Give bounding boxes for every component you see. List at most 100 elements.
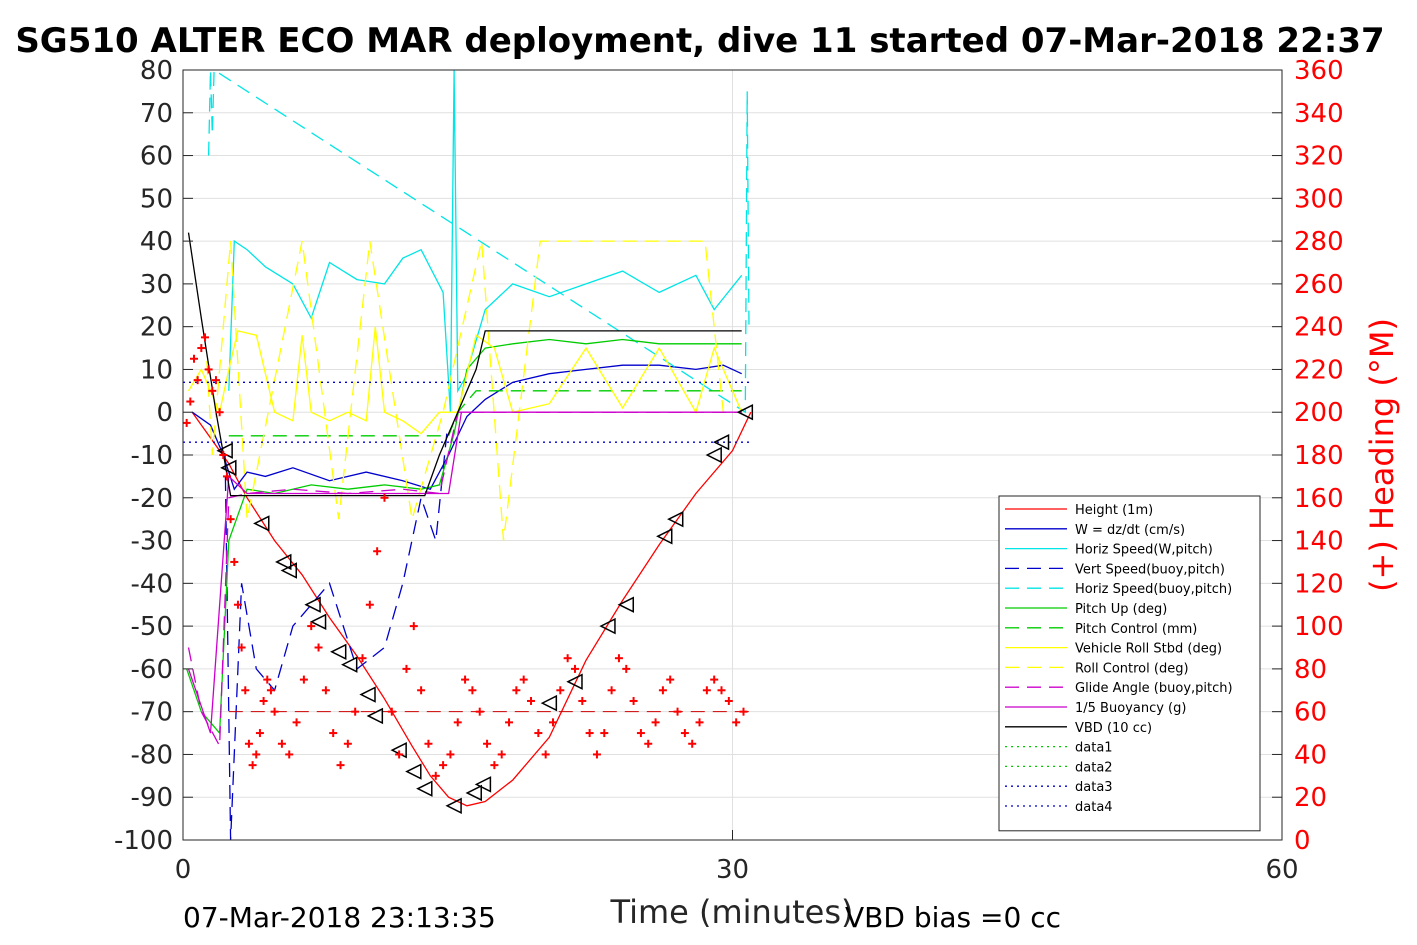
heading-point — [673, 707, 682, 716]
heading-point — [314, 643, 323, 652]
heading-point — [695, 718, 704, 727]
heading-point — [446, 750, 455, 759]
height-marker — [566, 673, 583, 690]
legend-label: Vert Speed(buoy,pitch) — [1075, 562, 1225, 577]
heading-point — [724, 696, 733, 705]
heading-point — [259, 696, 268, 705]
heading-point — [483, 739, 492, 748]
legend-box — [998, 495, 1261, 832]
right-axis-label: (+) Heading (°M) — [1363, 318, 1401, 592]
series-horiz-speed-buoy-pitch- — [207, 70, 750, 414]
y-right-tick-label: 200 — [1294, 398, 1344, 428]
heading-point — [439, 761, 448, 770]
y-tick-label: -10 — [131, 441, 173, 471]
heading-point — [387, 707, 396, 716]
y-right-tick-label: 100 — [1294, 612, 1344, 642]
height-marker — [309, 613, 327, 631]
heading-point — [409, 622, 418, 631]
legend-label: data4 — [1075, 800, 1113, 815]
series-height-1m- — [191, 411, 752, 807]
y-tick-label: -50 — [131, 612, 173, 642]
heading-point — [380, 493, 389, 502]
height-marker — [540, 694, 558, 712]
height-marker — [330, 643, 347, 660]
heading-point — [307, 622, 316, 631]
heading-point — [688, 739, 697, 748]
y-tick-label: -80 — [131, 740, 173, 770]
height-marker — [712, 433, 730, 451]
heading-point — [600, 729, 609, 738]
y-right-tick-label: 320 — [1294, 142, 1344, 172]
heading-point — [651, 718, 660, 727]
heading-point — [277, 739, 286, 748]
y-tick-label: 40 — [140, 227, 173, 257]
heading-point — [592, 750, 601, 759]
heading-point — [358, 654, 367, 663]
heading-point — [512, 686, 521, 695]
heading-point — [666, 675, 675, 684]
heading-point — [248, 761, 257, 770]
height-marker — [366, 707, 384, 725]
heading-point — [702, 686, 711, 695]
y-tick-label: 0 — [156, 398, 173, 428]
heading-point — [226, 515, 235, 524]
heading-point — [329, 729, 338, 738]
heading-point — [417, 686, 426, 695]
heading-point — [237, 643, 246, 652]
y-tick-label: -100 — [114, 826, 173, 856]
height-marker — [341, 656, 358, 673]
y-tick-label: 10 — [140, 355, 173, 385]
heading-point — [395, 750, 404, 759]
x-axis-label: Time (minutes) — [610, 893, 854, 931]
series-pitch-up-deg- — [186, 338, 742, 735]
legend-label: W = dz/dt (cm/s) — [1075, 523, 1185, 538]
y-right-tick-label: 120 — [1294, 569, 1344, 599]
heading-point — [527, 696, 536, 705]
y-right-tick-label: 80 — [1294, 655, 1327, 685]
legend-label: 1/5 Buoyancy (g) — [1075, 701, 1186, 716]
series-w-dz-dt-cm-s- — [191, 364, 742, 491]
legend-label: data1 — [1075, 741, 1113, 756]
heading-point — [285, 750, 294, 759]
series-vert-speed-buoy-pitch- — [224, 433, 448, 840]
heading-point — [629, 696, 638, 705]
height-marker — [617, 596, 635, 613]
heading-point — [263, 675, 272, 684]
series-vbd-10-cc- — [187, 232, 742, 497]
heading-point — [658, 686, 667, 695]
legend-label: data3 — [1075, 780, 1113, 795]
legend-label: Height (1m) — [1075, 503, 1153, 518]
heading-point — [336, 761, 345, 770]
height-marker — [736, 404, 754, 421]
heading-point — [614, 654, 623, 663]
y-right-tick-label: 0 — [1294, 826, 1311, 856]
heading-point — [556, 686, 565, 695]
height-marker — [275, 553, 292, 571]
height-marker — [705, 446, 722, 464]
heading-point — [732, 718, 741, 727]
heading-point — [424, 739, 433, 748]
x-axis: 0 30 60 — [175, 830, 1299, 885]
heading-point — [636, 729, 645, 738]
legend-label: Pitch Control (mm) — [1075, 622, 1197, 637]
y-tick-label: -70 — [131, 698, 173, 728]
heading-point — [461, 675, 470, 684]
y-tick-label: 60 — [140, 142, 173, 172]
heading-point — [186, 397, 195, 406]
heading-point — [680, 729, 689, 738]
heading-point — [343, 739, 352, 748]
heading-point — [241, 686, 250, 695]
y-right-tick-label: 360 — [1294, 56, 1344, 86]
height-marker — [667, 510, 684, 528]
heading-point — [570, 664, 579, 673]
heading-point — [299, 675, 308, 684]
heading-point — [365, 600, 374, 609]
heading-point — [373, 547, 382, 556]
heading-point — [622, 664, 631, 673]
height-marker — [656, 528, 673, 545]
y-tick-label: -40 — [131, 569, 173, 599]
heading-point — [710, 675, 719, 684]
heading-point — [563, 654, 572, 663]
height-marker — [599, 617, 616, 635]
x-tick-label: 0 — [175, 855, 192, 885]
